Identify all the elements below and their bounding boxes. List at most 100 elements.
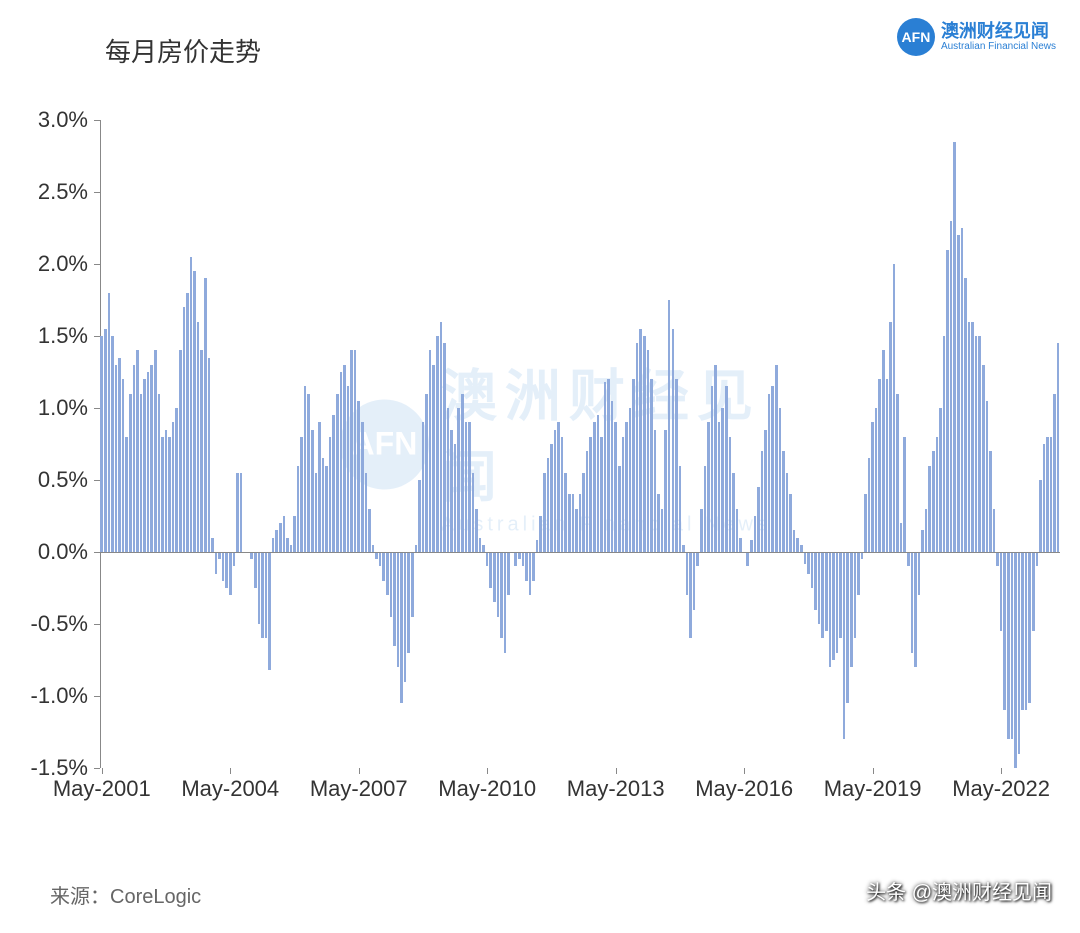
bar — [215, 552, 218, 574]
bar — [1021, 552, 1024, 710]
bar — [943, 336, 946, 552]
bar — [1057, 343, 1060, 552]
bar — [800, 545, 803, 552]
bar — [468, 422, 471, 552]
bar — [147, 372, 150, 552]
x-tick-label: May-2001 — [53, 776, 151, 802]
y-tick-label: -1.0% — [31, 683, 88, 709]
bar — [593, 422, 596, 552]
bar — [465, 422, 468, 552]
bar — [921, 530, 924, 552]
bar — [240, 473, 243, 552]
bar — [118, 358, 121, 552]
bar — [1036, 552, 1039, 566]
bar — [343, 365, 346, 552]
bar — [568, 494, 571, 552]
bar — [550, 444, 553, 552]
bar — [782, 451, 785, 552]
bar — [133, 365, 136, 552]
bar — [771, 386, 774, 552]
bar — [650, 379, 653, 552]
x-tick-label: May-2010 — [438, 776, 536, 802]
bar — [704, 466, 707, 552]
bar — [504, 552, 507, 653]
bar — [582, 473, 585, 552]
bar — [625, 422, 628, 552]
bar — [233, 552, 236, 566]
bar — [350, 350, 353, 552]
y-tick-mark — [94, 624, 100, 625]
bar — [636, 343, 639, 552]
bar — [161, 437, 164, 552]
bar — [168, 437, 171, 552]
bar — [953, 142, 956, 552]
bar — [818, 552, 821, 624]
bar — [989, 451, 992, 552]
bar — [911, 552, 914, 653]
bar — [489, 552, 492, 588]
bar — [268, 552, 271, 670]
bar — [361, 422, 364, 552]
bar — [789, 494, 792, 552]
bar — [579, 494, 582, 552]
bar — [807, 552, 810, 574]
bar — [804, 552, 807, 564]
y-tick-label: 1.5% — [38, 323, 88, 349]
bar — [928, 466, 931, 552]
bar — [172, 422, 175, 552]
bar — [272, 538, 275, 552]
bar — [429, 350, 432, 552]
bar — [400, 552, 403, 703]
bar — [761, 451, 764, 552]
bar — [664, 430, 667, 552]
bar — [575, 509, 578, 552]
bar — [597, 415, 600, 552]
x-tick-mark — [616, 768, 617, 774]
bar — [261, 552, 264, 638]
bar — [993, 509, 996, 552]
bar — [379, 552, 382, 566]
bar — [529, 552, 532, 595]
bar — [304, 386, 307, 552]
y-tick-mark — [94, 264, 100, 265]
bar — [332, 415, 335, 552]
bar — [357, 401, 360, 552]
bar — [936, 437, 939, 552]
bar — [850, 552, 853, 667]
bar — [482, 545, 485, 552]
bar — [450, 430, 453, 552]
bar — [122, 379, 125, 552]
bar — [764, 430, 767, 552]
bar — [639, 329, 642, 552]
x-tick-mark — [487, 768, 488, 774]
bar — [111, 336, 114, 552]
y-tick-label: 1.0% — [38, 395, 88, 421]
bar — [779, 408, 782, 552]
bars-group — [100, 120, 1060, 768]
bar — [1039, 480, 1042, 552]
bar — [1028, 552, 1031, 703]
bar — [1018, 552, 1021, 754]
y-tick-label: 0.0% — [38, 539, 88, 565]
bar — [104, 329, 107, 552]
y-tick-mark — [94, 768, 100, 769]
bar — [315, 473, 318, 552]
bar — [918, 552, 921, 595]
bar — [311, 430, 314, 552]
logo-badge-icon: AFN — [897, 18, 935, 56]
bar — [657, 494, 660, 552]
bar — [878, 379, 881, 552]
bar — [871, 422, 874, 552]
bar — [382, 552, 385, 581]
bar — [100, 336, 103, 552]
bar — [186, 293, 189, 552]
bar — [354, 350, 357, 552]
bar — [415, 545, 418, 552]
y-tick-label: 2.0% — [38, 251, 88, 277]
bar — [675, 379, 678, 552]
bar — [375, 552, 378, 559]
bar — [900, 523, 903, 552]
bar — [632, 379, 635, 552]
bar — [425, 394, 428, 552]
bar — [218, 552, 221, 559]
